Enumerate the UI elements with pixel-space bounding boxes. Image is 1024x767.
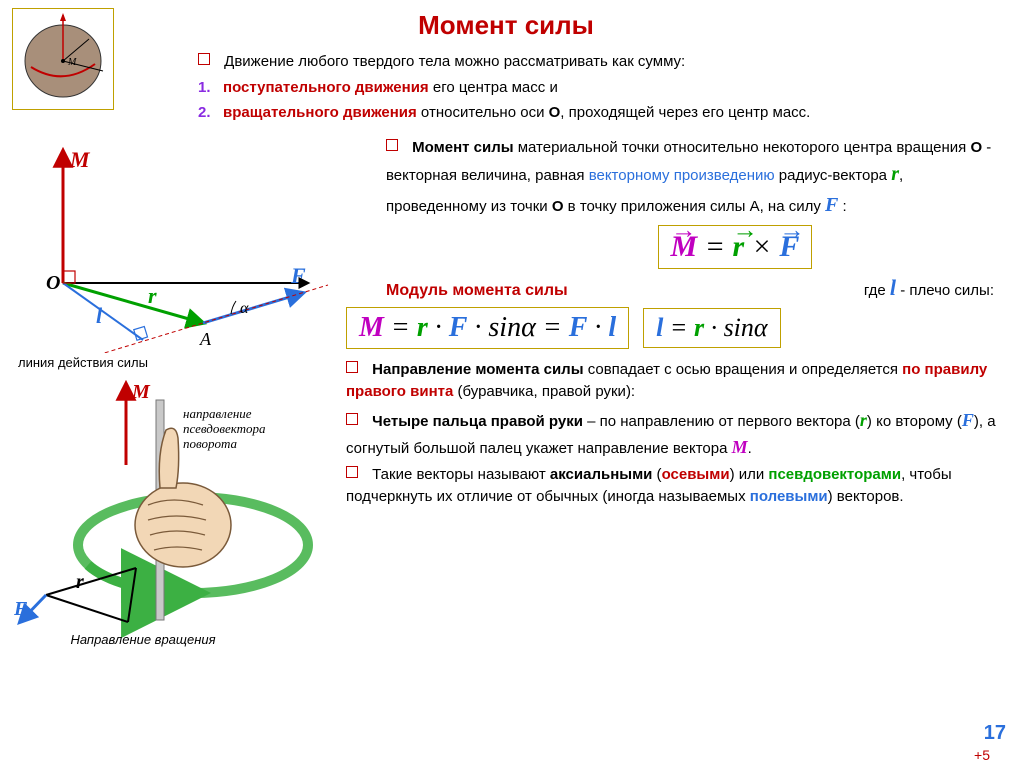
bullet-icon	[386, 139, 398, 151]
def-bold: Момент силы	[412, 139, 513, 156]
rock-rotation-icon: M	[13, 9, 113, 109]
plus-five-label: +5	[974, 747, 990, 763]
right-hand-rule-diagram: M⃗ r⃗ F⃗ направление псевдовектора повор…	[8, 370, 338, 650]
svg-text:r⃗: r⃗	[148, 283, 174, 308]
page-number: 17	[984, 722, 1006, 745]
bullet-icon	[346, 413, 358, 425]
list-num-1: 1.	[198, 79, 211, 96]
intro-line: Движение любого твердого тела можно расс…	[224, 53, 685, 70]
svg-text:направление: направление	[183, 406, 252, 421]
action-line-label: линия действия силы	[18, 355, 148, 370]
text-column: Момент силы материальной точки относител…	[338, 133, 1004, 647]
bullet-icon	[346, 466, 358, 478]
svg-text:l: l	[96, 303, 103, 328]
item2-rest2: , проходящей через его центр масс.	[560, 104, 810, 121]
moment-vector-diagram: O M⃗ r⃗ F⃗ l A α	[8, 133, 338, 353]
bullet-icon	[198, 53, 210, 65]
item2-rest: относительно оси	[417, 104, 549, 121]
direction-block: Направление момента силы совпадает с ось…	[346, 359, 1004, 509]
svg-text:O: O	[46, 272, 60, 294]
page-title: Момент силы	[8, 10, 1004, 41]
item2-bold2: О	[549, 104, 561, 121]
svg-text:M⃗: M⃗	[69, 147, 107, 172]
svg-text:r⃗: r⃗	[76, 571, 99, 593]
formula-cross-product: M = r × F	[658, 225, 813, 269]
svg-text:поворота: поворота	[183, 436, 238, 451]
item2-bold: вращательного движения	[223, 104, 417, 121]
formula-magnitude: M = r · F · sinα = F · l	[346, 307, 629, 349]
svg-text:M⃗: M⃗	[131, 381, 165, 403]
list-num-2: 2.	[198, 104, 211, 121]
svg-text:F⃗: F⃗	[13, 598, 43, 620]
intro-block: Движение любого твердого тела можно расс…	[198, 51, 984, 125]
corner-thumbnail: M	[12, 8, 114, 110]
rotation-dir-label: Направление вращения	[68, 632, 218, 647]
figures-column: O M⃗ r⃗ F⃗ l A α линия действия силы	[8, 133, 338, 647]
formula-arm: l = r · sinα	[643, 308, 780, 348]
svg-text:F⃗: F⃗	[290, 263, 323, 288]
bullet-icon	[346, 361, 358, 373]
modulus-title: Модуль момента силы	[386, 282, 568, 300]
svg-text:M: M	[67, 57, 77, 68]
item1-bold: поступательного движения	[223, 79, 429, 96]
moment-definition: Момент силы материальной точки относител…	[346, 136, 1004, 221]
svg-text:A: A	[199, 329, 212, 349]
item1-rest: его центра масс и	[429, 79, 558, 96]
svg-text:α: α	[240, 300, 249, 317]
svg-text:псевдовектора: псевдовектора	[183, 421, 266, 436]
